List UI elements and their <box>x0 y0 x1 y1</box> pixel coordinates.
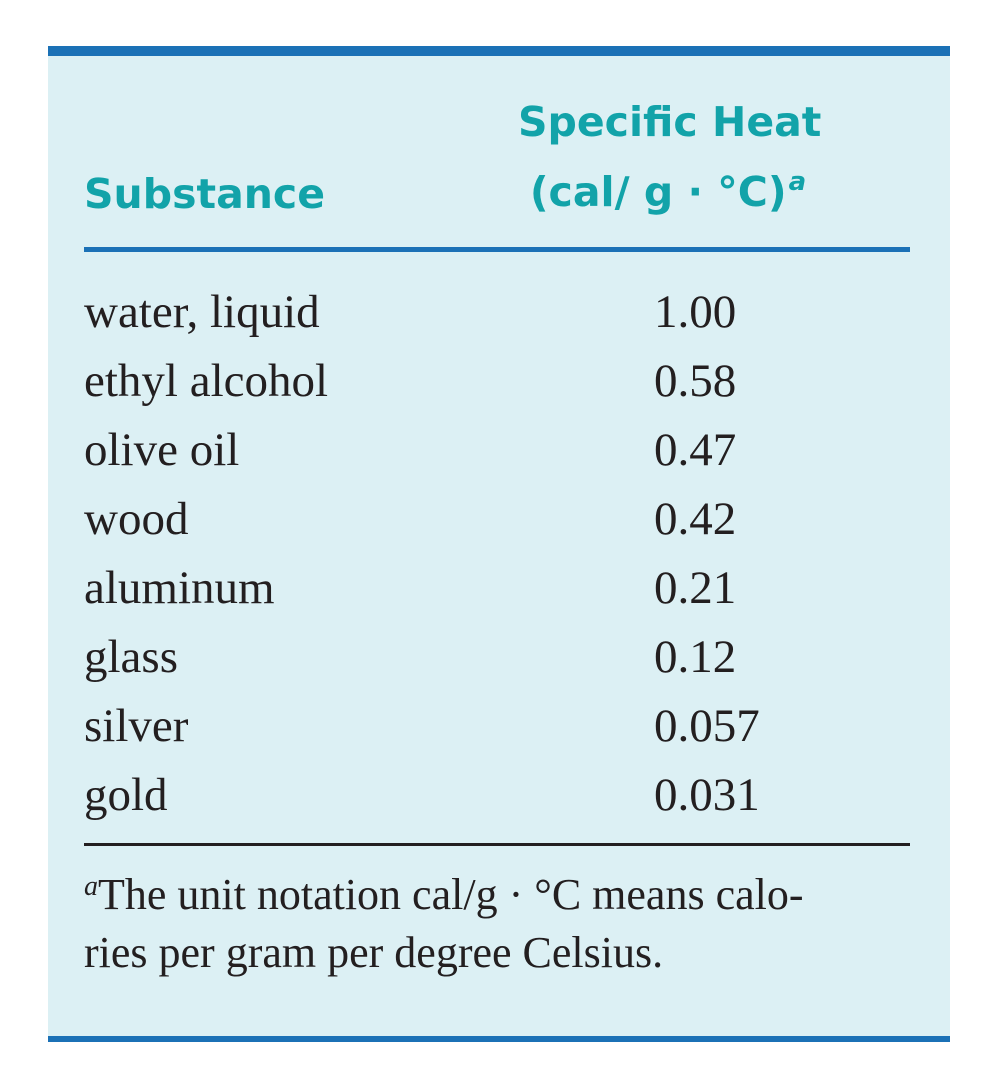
table-row: olive oil 0.47 <box>48 416 950 485</box>
substance-cell: silver <box>84 700 189 752</box>
footnote-text-line2: ries per gram per degree Celsius. <box>84 928 664 977</box>
substance-cell: gold <box>84 769 168 821</box>
substance-cell: glass <box>84 631 178 683</box>
column-header-substance: Substance <box>84 170 326 218</box>
specific-heat-cell: 0.42 <box>654 493 737 545</box>
table-row: glass 0.12 <box>48 623 950 692</box>
substance-cell: water, liquid <box>84 286 320 338</box>
substance-cell: wood <box>84 493 189 545</box>
specific-heat-cell: 0.47 <box>654 424 737 476</box>
footnote-marker: a <box>84 871 98 902</box>
specific-heat-cell: 0.12 <box>654 631 737 683</box>
table-footnote: aThe unit notation cal/g · °C means calo… <box>84 858 924 982</box>
footnote-marker: a <box>788 167 807 197</box>
table-row: ethyl alcohol 0.58 <box>48 347 950 416</box>
specific-heat-cell: 0.057 <box>654 700 760 752</box>
substance-cell: olive oil <box>84 424 240 476</box>
specific-heat-header-line2: (cal/ g · °C)a <box>518 169 818 213</box>
substance-cell: aluminum <box>84 562 275 614</box>
specific-heat-cell: 0.031 <box>654 769 760 821</box>
table-row: wood 0.42 <box>48 485 950 554</box>
footnote-line1: aThe unit notation cal/g · °C means calo… <box>84 858 924 924</box>
table-row: aluminum 0.21 <box>48 554 950 623</box>
specific-heat-cell: 0.58 <box>654 355 737 407</box>
footnote-text-line1: The unit notation cal/g · °C means calo- <box>98 870 804 919</box>
specific-heat-header-line1: Specific Heat <box>518 98 822 146</box>
specific-heat-table: Substance Specific Heat (cal/ g · °C)a w… <box>48 46 950 1042</box>
header-divider <box>84 247 910 252</box>
specific-heat-cell: 0.21 <box>654 562 737 614</box>
footer-divider <box>84 843 910 846</box>
table-row: silver 0.057 <box>48 692 950 761</box>
column-header-specific-heat: Specific Heat (cal/ g · °C)a <box>518 98 822 213</box>
specific-heat-cell: 1.00 <box>654 286 737 338</box>
table-row: water, liquid 1.00 <box>48 278 950 347</box>
substance-cell: ethyl alcohol <box>84 355 329 407</box>
table-body: water, liquid 1.00 ethyl alcohol 0.58 ol… <box>48 278 950 830</box>
specific-heat-unit: (cal/ g · °C) <box>529 168 787 216</box>
table-row: gold 0.031 <box>48 761 950 830</box>
